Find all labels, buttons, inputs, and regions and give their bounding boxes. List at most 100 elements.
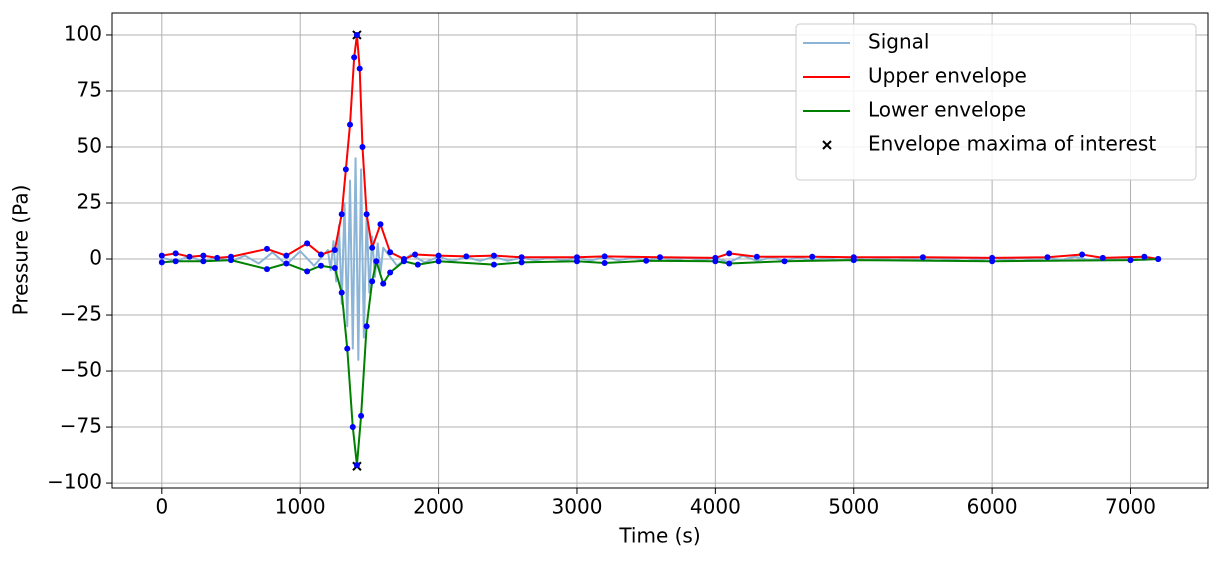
envelope-knot: [304, 240, 311, 247]
legend-box: [795, 23, 1197, 181]
envelope-knot: [351, 54, 358, 61]
envelope-knot: [490, 261, 497, 268]
y-axis-label: Pressure (Pa): [9, 185, 33, 316]
marker: [822, 140, 832, 150]
envelope-knot: [363, 211, 370, 218]
y-tick-label: 0: [89, 246, 102, 270]
legend: Signal Upper envelope Lower envelope Envelo…: [795, 23, 1197, 181]
envelope-knot: [200, 258, 207, 265]
envelope-knot: [356, 65, 363, 72]
x-axis-label: Time (s): [618, 524, 700, 548]
envelope-knot: [380, 280, 387, 287]
envelope-knot: [518, 259, 525, 266]
envelope-knot: [726, 250, 733, 257]
y-tick-label: 100: [64, 21, 102, 45]
envelope-knot: [353, 462, 360, 469]
envelope-knot: [317, 251, 324, 258]
legend-label: Envelope maxima of interest: [868, 132, 1156, 156]
x-tick-label: 7000: [1105, 495, 1156, 519]
envelope-knot: [400, 258, 407, 265]
envelope-knot: [214, 254, 221, 261]
envelope-knot: [363, 323, 370, 330]
envelope-knot: [186, 253, 193, 260]
envelope-knot: [283, 252, 290, 259]
envelope-knot: [435, 252, 442, 259]
x-tick-label: 1000: [275, 495, 326, 519]
envelope-knot: [373, 258, 380, 265]
envelope-knot: [1099, 254, 1106, 261]
envelope-knot: [850, 257, 857, 264]
envelope-knot: [353, 31, 360, 38]
envelope-knot: [172, 250, 179, 257]
envelope-knot: [726, 260, 733, 267]
envelope-knot: [463, 253, 470, 260]
envelope-knot: [342, 166, 349, 173]
y-tick-label: 50: [77, 133, 102, 157]
envelope-knot: [387, 249, 394, 256]
cross: [822, 140, 832, 150]
x-tick-label: 0: [155, 495, 168, 519]
envelope-knot: [1079, 251, 1086, 258]
envelope-knot: [1141, 253, 1148, 260]
envelope-knot: [344, 345, 351, 352]
envelope-knot: [753, 253, 760, 260]
envelope-knot: [347, 121, 354, 128]
envelope-knot: [349, 424, 356, 431]
y-tick-label: −75: [60, 414, 102, 438]
envelope-knot: [338, 211, 345, 218]
envelope-knot: [359, 143, 366, 150]
x-tick-label: 2000: [413, 495, 464, 519]
envelope-knot: [158, 259, 165, 266]
y-tick-label: 75: [77, 77, 102, 101]
axes-frame: [111, 12, 1209, 489]
envelope-knot: [601, 260, 608, 267]
series-line: [161, 258, 1159, 467]
envelope-knot: [369, 278, 376, 285]
envelope-knot: [1044, 254, 1051, 261]
x-tick-label: 3000: [552, 495, 603, 519]
envelope-knot: [643, 257, 650, 264]
envelope-knot: [263, 245, 270, 252]
envelope-knot: [809, 253, 816, 260]
y-tick-label: −100: [47, 470, 102, 494]
envelope-knot: [573, 258, 580, 265]
envelope-knot: [518, 254, 525, 261]
legend-label: Upper envelope: [868, 64, 1027, 88]
envelope-knot: [331, 247, 338, 254]
envelope-knot: [435, 258, 442, 265]
envelope-knot: [228, 257, 235, 264]
x-tick-label: 6000: [967, 495, 1018, 519]
envelope-knot: [412, 251, 419, 258]
envelope-knot: [304, 268, 311, 275]
x-tick-label: 5000: [828, 495, 879, 519]
y-tick-label: 25: [77, 190, 102, 214]
envelope-knot: [200, 252, 207, 259]
legend-label: Lower envelope: [868, 98, 1026, 122]
envelope-knot: [158, 252, 165, 259]
envelope-knot: [377, 221, 384, 228]
envelope-knot: [712, 258, 719, 265]
envelope-knot: [358, 412, 365, 419]
envelope-knot: [283, 260, 290, 267]
envelope-knot: [369, 244, 376, 251]
envelope-knot: [172, 258, 179, 265]
x-tick-label: 4000: [690, 495, 741, 519]
envelope-knot: [919, 254, 926, 261]
envelope-knot: [989, 258, 996, 265]
envelope-knot: [331, 264, 338, 271]
envelope-knot: [338, 289, 345, 296]
envelope-knot: [1155, 256, 1162, 263]
envelope-knot: [657, 254, 663, 261]
y-tick-label: −50: [60, 358, 102, 382]
envelope-knot: [414, 261, 421, 268]
envelope-knot: [263, 266, 270, 273]
envelope-knot: [387, 269, 394, 276]
y-tick-label: −25: [60, 302, 102, 326]
envelope-knot: [490, 252, 497, 259]
envelope-knot: [781, 258, 788, 265]
envelope-knot: [317, 262, 324, 269]
legend-label: Signal: [868, 30, 929, 54]
envelope-knot: [601, 253, 608, 260]
envelope-knot: [1127, 257, 1134, 264]
